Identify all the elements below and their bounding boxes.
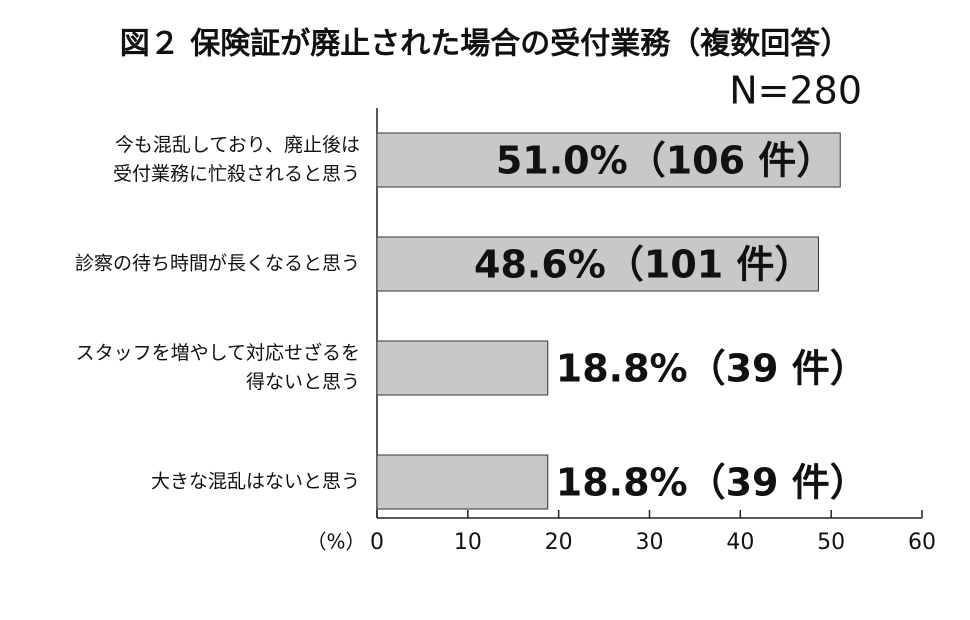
x-tick-label: 50 (817, 530, 845, 555)
x-tick-label: 40 (726, 530, 754, 555)
bar (376, 132, 841, 188)
chart-title: 図２ 保険証が廃止された場合の受付業務（複数回答） (120, 27, 850, 62)
value-label: 51.0%（106 件） (496, 139, 834, 183)
category-label: 大きな混乱はないと思う (150, 470, 360, 493)
category-label: 診察の待ち時間が長くなると思う (74, 252, 360, 275)
bar (376, 340, 549, 396)
bar (376, 454, 549, 510)
value-label: 18.8%（39 件） (556, 347, 868, 391)
x-tick-label: 60 (908, 530, 936, 555)
category-label: 今も混乱しており、廃止後は 受付業務に忙殺されると思う (112, 134, 360, 185)
x-tick-label: 10 (454, 530, 482, 555)
x-tick-label: 30 (636, 530, 664, 555)
category-label: スタッフを増やして対応せざるを 得ないと思う (75, 342, 360, 393)
bar (376, 236, 819, 292)
x-tick-label: 0 (370, 530, 384, 555)
x-tick-label: 20 (545, 530, 573, 555)
x-axis-label: （%） (306, 530, 365, 554)
value-label: 48.6%（101 件） (474, 243, 812, 287)
value-label: 18.8%（39 件） (556, 461, 868, 505)
chart-subtitle: N=280 (729, 69, 862, 113)
